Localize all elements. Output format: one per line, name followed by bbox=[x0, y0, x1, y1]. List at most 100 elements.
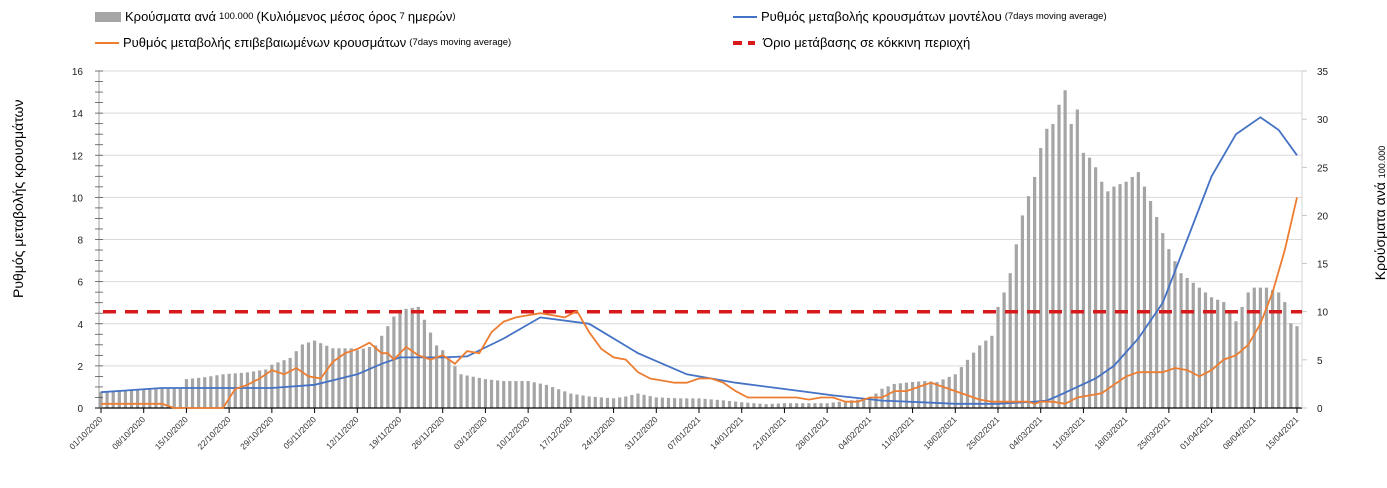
bar bbox=[160, 388, 164, 408]
bar bbox=[544, 384, 549, 408]
bar bbox=[190, 378, 195, 408]
bar-series-cases bbox=[99, 90, 1299, 408]
bar bbox=[99, 391, 103, 408]
y-left-tick-label: 12 bbox=[72, 151, 84, 162]
y-right-tick-label: 15 bbox=[1317, 260, 1329, 271]
bar bbox=[593, 396, 597, 408]
bar bbox=[575, 394, 579, 408]
bar bbox=[459, 374, 463, 408]
legend-item-confirmed-rate: Ρυθμός μεταβολής επιβεβαιωμένων κρουσμάτ… bbox=[95, 35, 511, 50]
bar bbox=[795, 403, 799, 408]
bar bbox=[508, 381, 512, 408]
x-tick-label: 15/04/2021 bbox=[1263, 414, 1300, 451]
x-tick-label: 29/10/2020 bbox=[238, 414, 275, 451]
bar bbox=[843, 401, 848, 408]
legend-label-small: (7days moving average) bbox=[409, 37, 512, 48]
bar bbox=[1069, 123, 1073, 408]
bar bbox=[1277, 292, 1281, 408]
bar bbox=[184, 379, 189, 408]
legend-label-close: ) bbox=[452, 11, 456, 22]
bar bbox=[996, 306, 1000, 408]
bar bbox=[514, 381, 518, 408]
bar bbox=[538, 383, 542, 408]
bar bbox=[807, 403, 811, 408]
bar bbox=[770, 403, 774, 408]
bar bbox=[1112, 186, 1116, 408]
bar bbox=[1173, 261, 1177, 408]
bar bbox=[721, 400, 726, 408]
bar bbox=[947, 376, 951, 408]
bar bbox=[1295, 326, 1299, 408]
y-left-tick-label: 0 bbox=[77, 404, 83, 415]
x-tick-label: 18/03/2021 bbox=[1092, 414, 1129, 451]
legend-label-end: ημερών bbox=[407, 9, 453, 24]
legend-label: Ρυθμός μεταβολής κρουσμάτων μοντέλου bbox=[761, 9, 1002, 24]
x-tick-label: 08/10/2020 bbox=[110, 414, 147, 451]
bar bbox=[1087, 157, 1092, 408]
legend-label-small: (7days moving average) bbox=[1004, 11, 1107, 22]
bar bbox=[788, 403, 793, 408]
bar bbox=[1014, 244, 1018, 408]
bar bbox=[1234, 321, 1238, 408]
legend-swatch-blue-line bbox=[733, 15, 757, 18]
bar bbox=[587, 396, 591, 408]
bar bbox=[862, 399, 866, 408]
bar bbox=[1197, 287, 1201, 408]
bar bbox=[367, 347, 372, 408]
x-tick-label: 01/10/2020 bbox=[67, 414, 104, 451]
y-right-tick-label: 5 bbox=[1317, 356, 1323, 367]
bar bbox=[782, 403, 787, 408]
x-tick-label: 15/10/2020 bbox=[153, 414, 190, 451]
bar bbox=[904, 382, 909, 408]
bar bbox=[740, 402, 744, 408]
y-left-tick-label: 2 bbox=[77, 362, 83, 373]
y-right-tick-label: 30 bbox=[1317, 115, 1329, 126]
bar bbox=[1008, 273, 1012, 408]
bar bbox=[1051, 123, 1055, 408]
bar bbox=[666, 397, 671, 408]
bar bbox=[685, 398, 689, 408]
x-tick-label: 19/11/2020 bbox=[367, 414, 404, 451]
bar bbox=[312, 340, 317, 408]
bar bbox=[276, 362, 280, 408]
bar bbox=[435, 345, 439, 408]
legend-item-threshold: Όριο μετάβασης σε κόκκινη περιοχή bbox=[733, 35, 970, 50]
y-right-tick-label: 20 bbox=[1317, 211, 1329, 222]
bar bbox=[1039, 148, 1043, 408]
bar bbox=[825, 403, 829, 408]
x-tick-label: 07/01/2021 bbox=[665, 414, 702, 451]
bar bbox=[1258, 287, 1262, 408]
bar bbox=[502, 381, 506, 408]
bar bbox=[1142, 186, 1147, 408]
bar bbox=[300, 344, 304, 408]
bar bbox=[105, 391, 109, 408]
bar bbox=[129, 390, 134, 408]
bar bbox=[1045, 128, 1049, 408]
bar bbox=[404, 308, 408, 408]
bar bbox=[325, 345, 329, 408]
bar bbox=[1216, 299, 1220, 408]
bar bbox=[221, 374, 225, 408]
bar bbox=[618, 397, 622, 408]
bar bbox=[1264, 287, 1269, 408]
bar bbox=[660, 397, 664, 408]
bar bbox=[1289, 323, 1293, 408]
bar bbox=[203, 377, 207, 408]
bar bbox=[489, 379, 494, 408]
bar bbox=[447, 358, 451, 408]
bar bbox=[270, 364, 274, 408]
bar bbox=[630, 395, 634, 408]
bar bbox=[910, 382, 915, 408]
bar bbox=[319, 343, 323, 408]
bar bbox=[532, 382, 536, 408]
x-tick-label: 28/01/2021 bbox=[793, 414, 830, 451]
gridlines bbox=[100, 70, 1302, 367]
bar bbox=[349, 348, 353, 408]
bar bbox=[380, 335, 384, 408]
x-axis-ticks: 01/10/2020 08/10/2020 15/10/2020 22/10/2020… bbox=[67, 408, 1301, 451]
x-tick-label: 03/12/2020 bbox=[452, 414, 489, 451]
x-tick-label: 08/04/2021 bbox=[1221, 414, 1258, 451]
bar bbox=[1191, 282, 1195, 408]
y-left-tick-label: 6 bbox=[77, 278, 83, 289]
bar bbox=[245, 372, 250, 408]
